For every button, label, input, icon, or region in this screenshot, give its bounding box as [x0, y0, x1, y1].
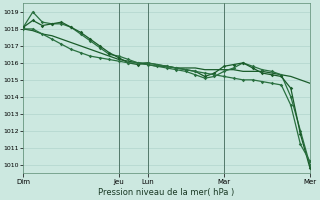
- X-axis label: Pression niveau de la mer( hPa ): Pression niveau de la mer( hPa ): [99, 188, 235, 197]
